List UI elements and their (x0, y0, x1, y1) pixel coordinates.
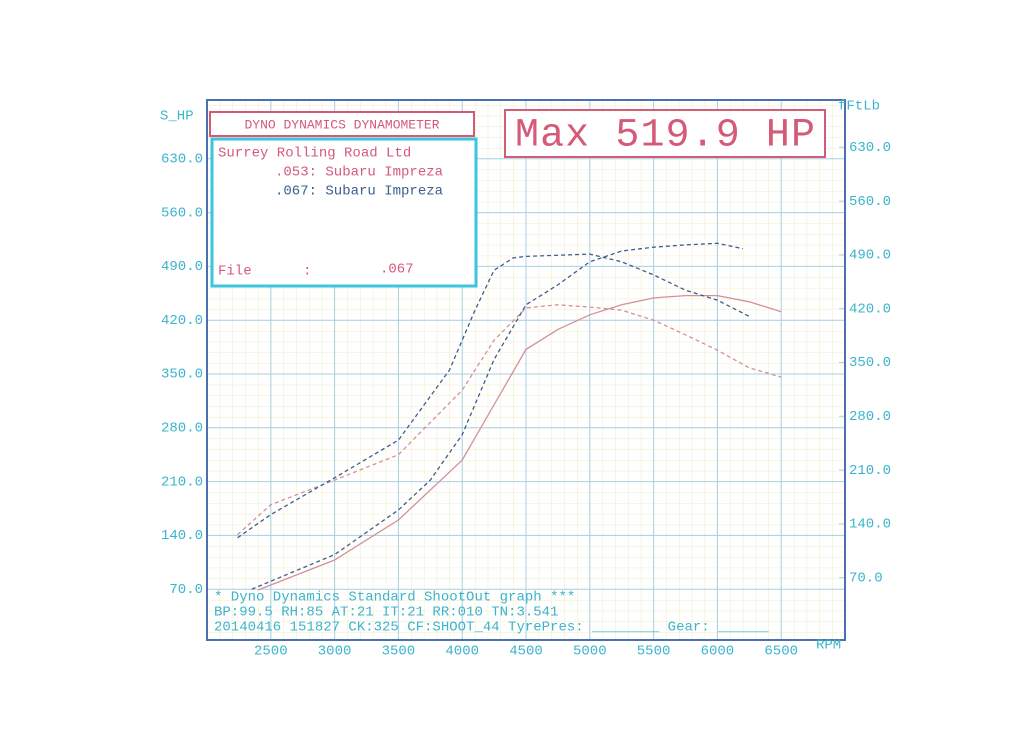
y-tick-label: 70.0 (169, 582, 203, 598)
x-tick-label: 5500 (637, 644, 671, 660)
y-tick-label: 630.0 (161, 152, 203, 168)
x-tick-label: 4500 (509, 644, 543, 660)
power-curve (251, 242, 744, 590)
torque-curve (237, 304, 782, 536)
y-tick-label: 560.0 (161, 205, 203, 221)
plot-frame (206, 99, 846, 641)
x-axis-label: RPM (816, 638, 841, 654)
y2-tick-label: 210.0 (849, 463, 891, 479)
chart-title: Max 519.9 HP (515, 114, 815, 159)
y-tick-label: 280.0 (161, 421, 203, 437)
x-tick-label: 6000 (701, 644, 735, 660)
file-label: File (218, 264, 252, 280)
y2-tick-label: 420.0 (849, 301, 891, 317)
x-tick-label: 6500 (764, 644, 798, 660)
header-box (209, 111, 475, 137)
file-value: .067 (380, 262, 414, 278)
y-tick-label: 210.0 (161, 474, 203, 490)
y-tick-label: 140.0 (161, 528, 203, 544)
footer-line: BP:99.5 RH:85 AT:21 IT:21 RR:010 TN:3.54… (214, 605, 558, 621)
y2-tick-label: 280.0 (849, 409, 891, 425)
company: Surrey Rolling Road Ltd (218, 146, 411, 162)
y2-tick-label: 560.0 (849, 194, 891, 210)
legend-entry: .053: Subaru Impreza (275, 165, 443, 181)
footer-line: 20140416 151827 CK:325 CF:SHOOT_44 TyreP… (214, 620, 769, 636)
y2-tick-label: 70.0 (849, 570, 883, 586)
x-tick-label: 4000 (445, 644, 479, 660)
y2-axis-label: fFtLb (838, 99, 880, 115)
y-tick-label: 490.0 (161, 259, 203, 275)
power-curve (257, 294, 782, 591)
y-axis-label: S_HP (160, 109, 194, 125)
y-tick-label: 420.0 (161, 313, 203, 329)
torque-curve (237, 253, 750, 539)
header: DYNO DYNAMICS DYNAMOMETER (244, 117, 439, 132)
title-box (504, 109, 826, 158)
y2-tick-label: 350.0 (849, 355, 891, 371)
x-tick-label: 5000 (573, 644, 607, 660)
legend-entry: .067: Subaru Impreza (275, 184, 443, 200)
x-tick-label: 3000 (318, 644, 352, 660)
info-box (210, 137, 478, 288)
y-tick-label: 350.0 (161, 367, 203, 383)
file-separator: : (303, 264, 311, 280)
footer-line: * Dyno Dynamics Standard ShootOut graph … (214, 590, 575, 606)
y2-tick-label: 140.0 (849, 517, 891, 533)
x-tick-label: 3500 (382, 644, 416, 660)
y2-tick-label: 630.0 (849, 140, 891, 156)
y2-tick-label: 490.0 (849, 248, 891, 264)
curves (237, 242, 782, 591)
x-tick-label: 2500 (254, 644, 288, 660)
grid (207, 100, 845, 640)
